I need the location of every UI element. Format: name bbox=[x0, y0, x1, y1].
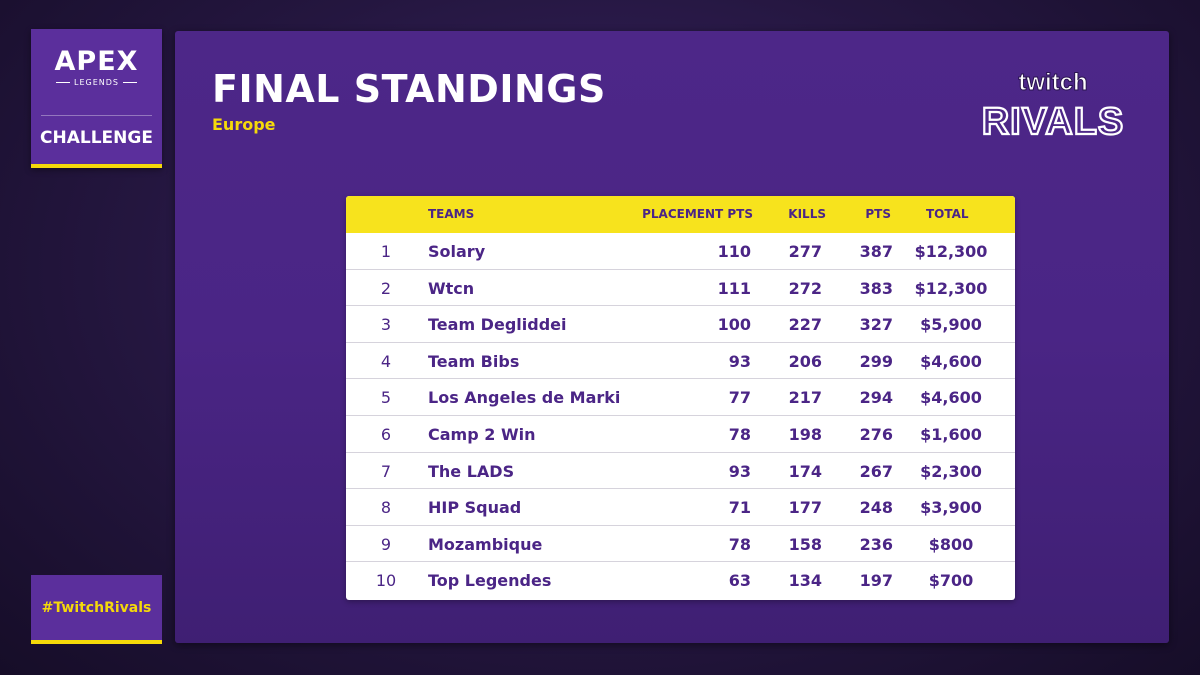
header-total: TOTAL bbox=[926, 207, 969, 221]
table-row: 4 Team Bibs 93 206 299 $4,600 bbox=[346, 343, 1015, 380]
team-name-cell: Mozambique bbox=[428, 534, 543, 554]
pts-cell: 383 bbox=[859, 278, 893, 298]
placement-pts-cell: 78 bbox=[728, 424, 751, 444]
pts-cell: 276 bbox=[859, 424, 893, 444]
apex-legends-challenge-badge: APEX LEGENDS CHALLENGE bbox=[31, 29, 162, 168]
team-name-cell: Camp 2 Win bbox=[428, 424, 536, 444]
placement-pts-cell: 63 bbox=[728, 571, 751, 591]
rank-cell: 6 bbox=[380, 424, 392, 444]
twitch-rivals-logo: twitch RIVALS bbox=[981, 69, 1125, 141]
kills-cell: 198 bbox=[788, 424, 822, 444]
total-cell: $2,300 bbox=[920, 461, 982, 481]
placement-pts-cell: 100 bbox=[717, 315, 751, 335]
total-cell: $800 bbox=[928, 534, 974, 554]
rank-cell: 1 bbox=[380, 242, 392, 261]
pts-cell: 248 bbox=[859, 498, 893, 518]
team-name-cell: Top Legendes bbox=[428, 571, 552, 591]
rank-cell: 9 bbox=[380, 534, 392, 554]
team-name-cell: Solary bbox=[428, 242, 486, 261]
apex-logo-text: APEX bbox=[54, 45, 139, 77]
placement-pts-cell: 77 bbox=[728, 388, 751, 408]
kills-cell: 277 bbox=[788, 242, 822, 261]
kills-cell: 174 bbox=[788, 461, 822, 481]
team-name-cell: Los Angeles de Marki bbox=[428, 388, 621, 408]
pts-cell: 387 bbox=[859, 242, 893, 261]
kills-cell: 134 bbox=[788, 571, 822, 591]
legends-logo-text: LEGENDS bbox=[74, 77, 119, 87]
team-name-cell: Wtcn bbox=[428, 278, 475, 298]
placement-pts-cell: 110 bbox=[717, 242, 751, 261]
rank-cell: 10 bbox=[375, 571, 397, 591]
rivals-logo-text: RIVALS bbox=[982, 101, 1125, 140]
total-cell: $12,300 bbox=[914, 242, 988, 261]
standings-table: TEAMS PLACEMENT PTS KILLS PTS TOTAL 1 Sol… bbox=[346, 196, 1015, 600]
table-row: 7 The LADS 93 174 267 $2,300 bbox=[346, 453, 1015, 490]
placement-pts-cell: 93 bbox=[728, 461, 751, 481]
header-teams: TEAMS bbox=[428, 207, 475, 221]
rank-cell: 3 bbox=[380, 315, 392, 335]
pts-cell: 197 bbox=[859, 571, 893, 591]
total-cell: $4,600 bbox=[920, 351, 982, 371]
table-header: TEAMS PLACEMENT PTS KILLS PTS TOTAL bbox=[346, 196, 1015, 233]
kills-cell: 177 bbox=[788, 498, 822, 518]
kills-cell: 272 bbox=[788, 278, 822, 298]
placement-pts-cell: 78 bbox=[728, 534, 751, 554]
kills-cell: 206 bbox=[788, 351, 822, 371]
table-row: 9 Mozambique 78 158 236 $800 bbox=[346, 526, 1015, 563]
table-row: 8 HIP Squad 71 177 248 $3,900 bbox=[346, 489, 1015, 526]
table-row: 6 Camp 2 Win 78 198 276 $1,600 bbox=[346, 416, 1015, 453]
pts-cell: 267 bbox=[859, 461, 893, 481]
team-name-cell: Team Degliddei bbox=[428, 315, 567, 335]
total-cell: $12,300 bbox=[914, 278, 988, 298]
team-name-cell: HIP Squad bbox=[428, 498, 522, 518]
twitch-logo-text: twitch bbox=[1018, 69, 1087, 96]
standings-panel: FINAL STANDINGS Europe twitch RIVALS TEA… bbox=[175, 31, 1169, 643]
badge-divider bbox=[41, 115, 152, 116]
total-cell: $1,600 bbox=[920, 424, 982, 444]
table-row: 3 Team Degliddei 100 227 327 $5,900 bbox=[346, 306, 1015, 343]
placement-pts-cell: 111 bbox=[717, 278, 751, 298]
hashtag-badge: #TwitchRivals bbox=[31, 575, 162, 644]
kills-cell: 227 bbox=[788, 315, 822, 335]
header-placement-pts: PLACEMENT PTS bbox=[642, 207, 753, 221]
page-title: FINAL STANDINGS bbox=[212, 67, 606, 111]
table-row: 2 Wtcn 111 272 383 $12,300 bbox=[346, 270, 1015, 307]
table-row: 10 Top Legendes 63 134 197 $700 bbox=[346, 562, 1015, 599]
total-cell: $5,900 bbox=[920, 315, 982, 335]
pts-cell: 327 bbox=[859, 315, 893, 335]
rank-cell: 8 bbox=[380, 498, 392, 518]
region-subtitle: Europe bbox=[212, 115, 276, 134]
pts-cell: 294 bbox=[859, 388, 893, 408]
total-cell: $700 bbox=[928, 571, 974, 591]
rank-cell: 4 bbox=[380, 351, 392, 371]
header-pts: PTS bbox=[865, 207, 891, 221]
apex-legends-logo: APEX LEGENDS bbox=[31, 29, 162, 105]
pts-cell: 236 bbox=[859, 534, 893, 554]
placement-pts-cell: 93 bbox=[728, 351, 751, 371]
table-body: 1 Solary 110 277 387 $12,300 2 Wtcn 111 272 383 $12… bbox=[346, 233, 1015, 599]
challenge-label: CHALLENGE bbox=[40, 128, 153, 148]
table-row: 1 Solary 110 277 387 $12,300 bbox=[346, 233, 1015, 270]
rank-cell: 7 bbox=[380, 461, 392, 481]
team-name-cell: The LADS bbox=[428, 461, 515, 481]
pts-cell: 299 bbox=[859, 351, 893, 371]
hashtag-text: #TwitchRivals bbox=[41, 599, 152, 616]
total-cell: $4,600 bbox=[920, 388, 982, 408]
rank-cell: 2 bbox=[380, 278, 392, 298]
placement-pts-cell: 71 bbox=[728, 498, 751, 518]
total-cell: $3,900 bbox=[920, 498, 982, 518]
rank-cell: 5 bbox=[380, 388, 392, 408]
table-row: 5 Los Angeles de Marki 77 217 294 $4,600 bbox=[346, 379, 1015, 416]
team-name-cell: Team Bibs bbox=[428, 351, 520, 371]
kills-cell: 158 bbox=[788, 534, 822, 554]
kills-cell: 217 bbox=[788, 388, 822, 408]
header-kills: KILLS bbox=[788, 207, 826, 221]
